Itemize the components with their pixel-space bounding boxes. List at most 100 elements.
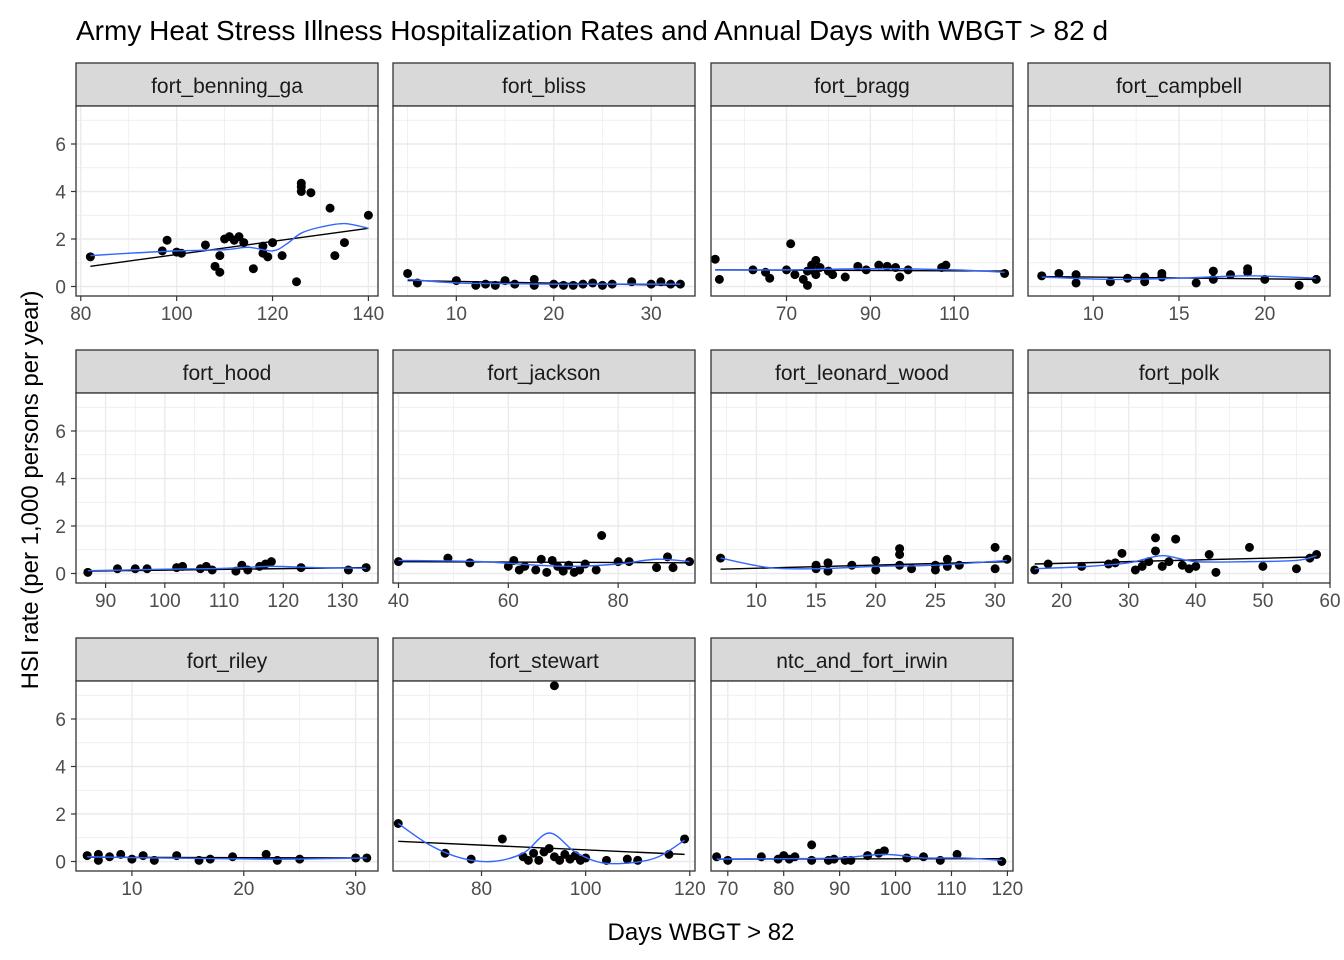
smooth-fit-line — [87, 565, 367, 572]
smooth-fit-line — [720, 557, 1008, 570]
x-tick-label: 20 — [865, 591, 886, 612]
data-point — [597, 531, 607, 540]
panel-background — [76, 681, 378, 871]
data-point — [879, 846, 889, 856]
x-tick-label: 100 — [149, 591, 181, 612]
smooth-fit-line — [1041, 275, 1317, 281]
data-point — [756, 852, 766, 862]
data-point — [215, 251, 225, 261]
data-point — [258, 241, 268, 251]
facet-panel: fort_polk 20 30 40 50 60 — [1027, 349, 1341, 612]
data-point — [941, 260, 951, 270]
x-tick-label: 20 — [1254, 304, 1275, 325]
x-tick-label: 30 — [345, 879, 366, 900]
facet-strip — [1027, 349, 1331, 394]
x-tick-label: 10 — [446, 304, 467, 325]
x-tick-label: 120 — [674, 879, 706, 900]
data-point — [1157, 561, 1167, 571]
data-point — [1054, 268, 1064, 278]
facet-panel: fort_jackson 40 60 80 — [388, 349, 696, 612]
grid-lines — [76, 681, 378, 871]
facet-panel: fort_hood 90 100 110 120 130 0 2 4 6 — [55, 349, 379, 612]
data-point — [723, 855, 733, 865]
x-tick-label: 120 — [257, 304, 289, 325]
data-point — [575, 565, 585, 575]
data-point — [1030, 565, 1040, 575]
data-point — [786, 239, 796, 249]
y-tick-label: 2 — [55, 230, 66, 251]
data-point — [82, 851, 92, 861]
panel-border — [392, 105, 696, 297]
y-tick-label: 0 — [55, 853, 66, 874]
data-point — [306, 188, 316, 198]
panel-border — [75, 392, 379, 584]
data-point — [1243, 267, 1253, 277]
data-point — [1137, 561, 1147, 571]
data-point — [1244, 542, 1254, 552]
data-point — [93, 855, 103, 865]
panel-background — [711, 681, 1013, 871]
smooth-fit-line — [716, 853, 1002, 862]
data-point — [200, 240, 210, 250]
data-point — [1294, 280, 1304, 290]
data-point — [990, 564, 1000, 574]
data-point — [1291, 564, 1301, 574]
data-point — [624, 557, 634, 567]
y-tick-label: 6 — [55, 710, 66, 731]
x-tick-label: 30 — [985, 591, 1006, 612]
data-point — [580, 559, 590, 569]
grid-lines — [1028, 393, 1330, 583]
facet-strip — [75, 62, 379, 107]
linear-fit-line — [1034, 556, 1317, 565]
x-tick-label: 110 — [936, 879, 966, 900]
data-point — [840, 272, 850, 282]
panel-background — [76, 393, 378, 583]
x-tick-label: 80 — [471, 879, 492, 900]
y-tick-label: 0 — [55, 278, 66, 299]
panel-background — [393, 393, 695, 583]
data-point — [1130, 565, 1140, 575]
data-point — [790, 852, 800, 862]
data-point — [568, 280, 578, 290]
facet-panel: ntc_and_fort_irwin 70 80 90 100 110 120 — [710, 637, 1023, 900]
data-point — [622, 854, 632, 864]
x-tick-label: 70 — [717, 879, 738, 900]
plot-area — [1030, 533, 1322, 577]
data-point — [330, 251, 340, 261]
data-point — [823, 558, 833, 568]
data-point — [534, 855, 544, 865]
data-point — [1123, 273, 1133, 283]
data-point — [871, 555, 881, 565]
x-tick-label: 60 — [498, 591, 519, 612]
data-point — [952, 849, 962, 859]
facet-strip — [710, 62, 1014, 107]
data-point — [261, 849, 271, 859]
facet-strip-label: fort_benning_ga — [151, 75, 303, 98]
data-point — [1071, 278, 1081, 288]
facet-strip — [392, 62, 696, 107]
data-point — [558, 566, 568, 576]
data-point — [712, 852, 722, 862]
data-point — [942, 554, 952, 564]
y-tick-label: 0 — [55, 565, 66, 586]
smooth-fit-line — [397, 822, 685, 865]
facet-strip-label: fort_leonard_wood — [775, 362, 949, 385]
data-point — [1117, 548, 1127, 558]
panel-background — [393, 681, 695, 871]
data-point — [765, 273, 775, 283]
data-point — [228, 852, 238, 862]
chart-title: Army Heat Stress Illness Hospitalization… — [76, 15, 1108, 46]
x-tick-label: 15 — [1168, 304, 1189, 325]
x-tick-label: 10 — [746, 591, 767, 612]
x-tick-label: 60 — [1319, 591, 1340, 612]
panel-border — [392, 392, 696, 584]
data-point — [85, 252, 95, 262]
y-tick-label: 6 — [55, 422, 66, 443]
plot-area — [711, 239, 1010, 290]
data-point — [520, 561, 530, 571]
data-point — [529, 848, 539, 858]
data-point — [266, 557, 276, 567]
data-point — [558, 280, 568, 290]
data-point — [1171, 534, 1181, 544]
